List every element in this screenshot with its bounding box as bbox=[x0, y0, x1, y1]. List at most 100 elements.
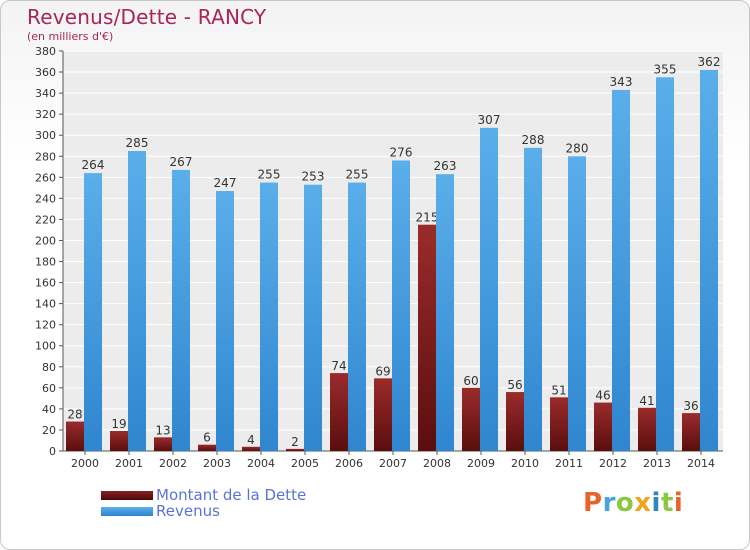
data-label-revenue: 280 bbox=[566, 141, 589, 155]
x-tick-label: 2003 bbox=[203, 457, 231, 470]
bar-debt bbox=[506, 392, 524, 451]
bar-revenue bbox=[436, 174, 454, 451]
data-label-debt: 13 bbox=[155, 423, 170, 437]
bar-revenue bbox=[84, 173, 102, 451]
data-label-debt: 215 bbox=[416, 211, 439, 225]
y-tick-label: 0 bbox=[49, 445, 56, 458]
chart-subtitle: (en milliers d'€) bbox=[27, 30, 114, 43]
y-tick-label: 140 bbox=[35, 298, 56, 311]
x-tick-label: 2000 bbox=[71, 457, 99, 470]
y-tick-label: 120 bbox=[35, 319, 56, 332]
x-tick-label: 2001 bbox=[115, 457, 143, 470]
bar-revenue bbox=[524, 147, 542, 451]
bar-debt bbox=[638, 407, 656, 451]
bar-revenue bbox=[128, 151, 146, 451]
bar-revenue bbox=[348, 182, 366, 451]
legend-swatch-debt bbox=[101, 490, 153, 500]
y-tick-label: 220 bbox=[35, 213, 56, 226]
x-tick-label: 2005 bbox=[291, 457, 319, 470]
bar-debt bbox=[550, 397, 568, 451]
data-label-debt: 69 bbox=[375, 364, 390, 378]
bar-revenue bbox=[612, 89, 630, 452]
data-label-revenue: 276 bbox=[390, 145, 413, 159]
legend-item-revenue: Revenus bbox=[101, 503, 306, 519]
data-label-debt: 19 bbox=[111, 417, 126, 431]
bar-debt bbox=[462, 387, 480, 451]
data-label-revenue: 343 bbox=[610, 75, 633, 89]
legend-label-revenue: Revenus bbox=[156, 502, 220, 520]
y-tick-label: 80 bbox=[42, 361, 56, 374]
y-tick-label: 260 bbox=[35, 171, 56, 184]
x-tick-label: 2004 bbox=[247, 457, 275, 470]
chart-title: Revenus/Dette - RANCY bbox=[27, 5, 267, 29]
bar-revenue bbox=[260, 182, 278, 451]
proxiti-logo: Proxiti bbox=[583, 488, 683, 518]
data-label-revenue: 285 bbox=[126, 136, 149, 150]
legend-item-debt: Montant de la Dette bbox=[101, 487, 306, 503]
data-label-debt: 36 bbox=[683, 399, 698, 413]
bar-revenue bbox=[656, 77, 674, 451]
legend: Montant de la Dette Revenus bbox=[101, 487, 306, 519]
bar-debt bbox=[594, 402, 612, 451]
y-tick-label: 40 bbox=[42, 403, 56, 416]
x-tick-label: 2009 bbox=[467, 457, 495, 470]
data-label-revenue: 264 bbox=[82, 158, 105, 172]
x-tick-label: 2014 bbox=[687, 457, 715, 470]
legend-label-debt: Montant de la Dette bbox=[156, 486, 307, 504]
data-label-revenue: 288 bbox=[522, 133, 545, 147]
x-tick-label: 2002 bbox=[159, 457, 187, 470]
data-label-debt: 74 bbox=[331, 359, 346, 373]
y-tick-label: 340 bbox=[35, 87, 56, 100]
y-tick-label: 280 bbox=[35, 150, 56, 163]
x-tick-label: 2011 bbox=[555, 457, 583, 470]
data-label-revenue: 355 bbox=[654, 62, 677, 76]
x-tick-label: 2012 bbox=[599, 457, 627, 470]
y-tick-label: 20 bbox=[42, 424, 56, 437]
legend-swatch-revenue bbox=[101, 506, 153, 516]
logo-letter: i bbox=[651, 488, 661, 518]
data-label-revenue: 255 bbox=[258, 168, 281, 182]
data-label-revenue: 247 bbox=[214, 176, 237, 190]
data-label-revenue: 307 bbox=[478, 113, 501, 127]
bar-debt bbox=[374, 378, 392, 451]
y-tick-label: 320 bbox=[35, 108, 56, 121]
y-tick-label: 200 bbox=[35, 234, 56, 247]
data-label-debt: 41 bbox=[639, 394, 654, 408]
bar-revenue bbox=[700, 69, 718, 452]
bar-debt bbox=[242, 446, 260, 451]
x-tick-label: 2007 bbox=[379, 457, 407, 470]
logo-letter: P bbox=[583, 488, 603, 518]
data-label-debt: 60 bbox=[463, 374, 478, 388]
x-tick-label: 2008 bbox=[423, 457, 451, 470]
data-label-debt: 28 bbox=[67, 408, 82, 422]
y-tick-label: 160 bbox=[35, 277, 56, 290]
y-tick-label: 180 bbox=[35, 256, 56, 269]
bar-debt bbox=[286, 448, 304, 451]
y-tick-label: 300 bbox=[35, 129, 56, 142]
bar-debt bbox=[330, 373, 348, 451]
y-tick-label: 100 bbox=[35, 340, 56, 353]
x-tick-label: 2006 bbox=[335, 457, 363, 470]
bar-revenue bbox=[568, 156, 586, 451]
x-tick-label: 2010 bbox=[511, 457, 539, 470]
y-tick-label: 380 bbox=[35, 45, 56, 58]
logo-letter: o bbox=[615, 488, 635, 518]
bar-revenue bbox=[172, 169, 190, 451]
bar-revenue bbox=[480, 127, 498, 451]
data-label-debt: 51 bbox=[551, 383, 566, 397]
data-label-debt: 56 bbox=[507, 378, 522, 392]
bar-revenue bbox=[392, 160, 410, 451]
bar-debt bbox=[154, 437, 172, 451]
bar-debt bbox=[682, 413, 700, 451]
bar-debt bbox=[198, 444, 216, 451]
logo-letter: t bbox=[660, 488, 674, 518]
x-tick-label: 2013 bbox=[643, 457, 671, 470]
y-tick-label: 360 bbox=[35, 66, 56, 79]
data-label-debt: 2 bbox=[291, 435, 299, 449]
bar-debt bbox=[66, 421, 84, 451]
data-label-debt: 46 bbox=[595, 389, 610, 403]
data-label-revenue: 253 bbox=[302, 170, 325, 184]
data-label-revenue: 267 bbox=[170, 155, 193, 169]
